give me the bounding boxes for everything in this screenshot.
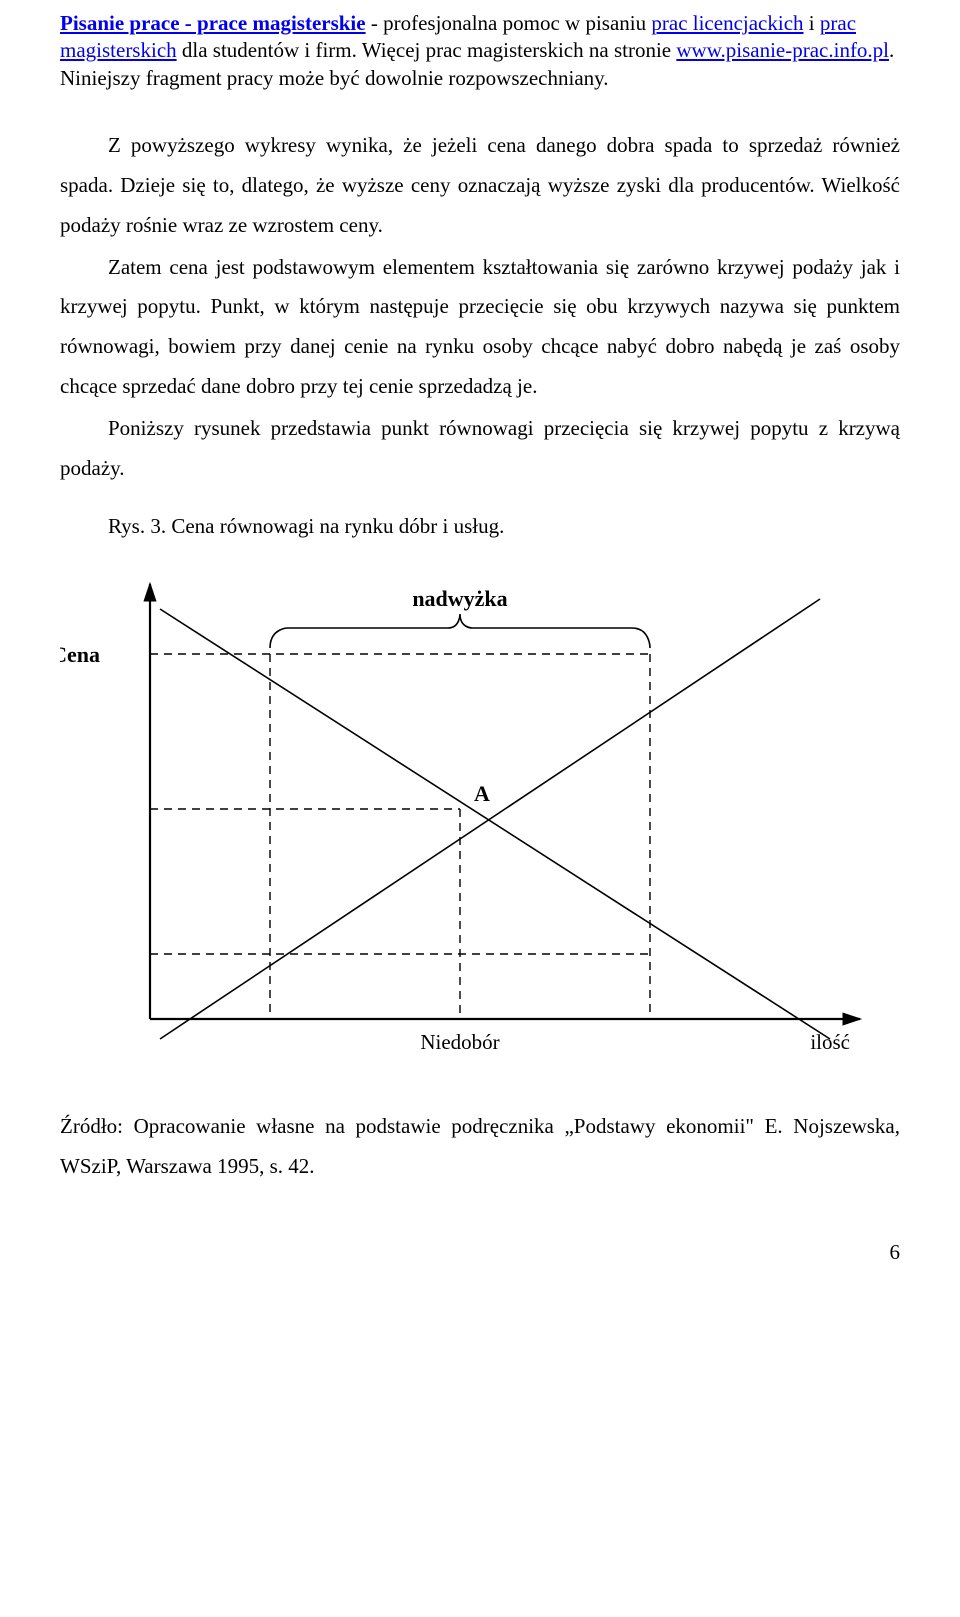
y-axis-label: Cena <box>60 642 100 667</box>
x-axis-label: ilość <box>810 1030 850 1054</box>
header-link-4[interactable]: www.pisanie-prac.info.pl <box>676 38 889 62</box>
shortage-label: Niedobór <box>420 1030 499 1054</box>
page-number: 6 <box>60 1237 900 1267</box>
header-text-1: - profesjonalna pomoc w pisaniu <box>366 11 652 35</box>
surplus-label: nadwyżka <box>412 586 507 611</box>
header-link-2[interactable]: prac licencjackich <box>651 11 803 35</box>
paragraph-1: Z powyższego wykresy wynika, że jeżeli c… <box>60 126 900 246</box>
equilibrium-diagram: Cena nadwyżka A Niedobór ilość <box>60 559 900 1067</box>
header-notice: Pisanie prace - prace magisterskie - pro… <box>60 10 900 92</box>
paragraph-2: Zatem cena jest podstawowym elementem ks… <box>60 248 900 408</box>
figure-source: Źródło: Opracowanie własne na podstawie … <box>60 1107 900 1187</box>
equilibrium-point-label: A <box>474 781 490 806</box>
diagram-svg: Cena nadwyżka A Niedobór ilość <box>60 559 900 1059</box>
header-text-3: dla studentów i firm. Więcej prac magist… <box>177 38 677 62</box>
page-container: Pisanie prace - prace magisterskie - pro… <box>0 0 960 1307</box>
header-link-1[interactable]: Pisanie prace - prace magisterskie <box>60 11 366 35</box>
figure-caption: Rys. 3. Cena równowagi na rynku dóbr i u… <box>60 507 900 547</box>
header-text-2: i <box>804 11 820 35</box>
paragraph-3: Poniższy rysunek przedstawia punkt równo… <box>60 409 900 489</box>
